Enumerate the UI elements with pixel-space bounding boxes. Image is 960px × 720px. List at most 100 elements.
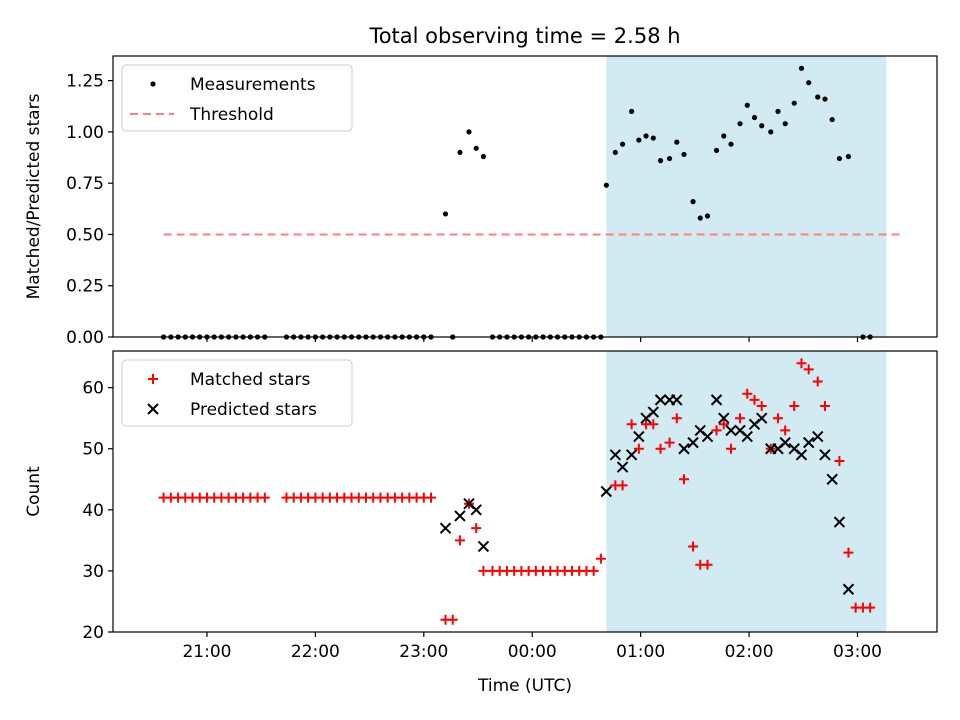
data-point: [697, 215, 703, 221]
data-point: [671, 394, 683, 406]
data-point: [819, 449, 831, 461]
data-point: [815, 94, 821, 100]
legend-label: Measurements: [190, 75, 316, 95]
top-panel: 0.00 0.25 0.50 0.75 1.00 1.25 Matched/Predicte…: [24, 55, 938, 348]
y-tick-label: 0.50: [66, 225, 104, 245]
data-point: [633, 443, 644, 454]
legend-label: Threshold: [189, 105, 274, 125]
data-point: [690, 199, 696, 205]
data-point: [775, 108, 781, 114]
data-point: [674, 139, 680, 145]
data-point: [633, 430, 645, 443]
data-point: [833, 516, 846, 528]
data-point: [454, 510, 466, 522]
data-point: [803, 364, 814, 375]
data-point: [713, 147, 720, 153]
x-axis-label: Time (UTC): [477, 676, 572, 696]
data-point: [704, 213, 711, 219]
data-point: [473, 145, 479, 151]
observing-window-span: [606, 56, 887, 337]
data-point: [772, 413, 783, 424]
data-point: [477, 540, 490, 553]
data-point: [701, 430, 714, 443]
data-point: [812, 430, 824, 443]
data-point: [812, 376, 823, 387]
data-point: [796, 358, 807, 369]
y-tick-label: 1.00: [66, 123, 104, 143]
data-point: [791, 100, 797, 106]
data-point: [744, 102, 750, 108]
data-point: [600, 485, 613, 498]
data-point: [626, 419, 637, 430]
x-tick-label: 21:00: [182, 642, 231, 662]
y-tick-label: 20: [82, 623, 104, 643]
data-point: [741, 430, 753, 443]
data-point: [737, 121, 743, 127]
legend-label: Predicted stars: [190, 400, 317, 420]
x-tick-label: 02:00: [725, 642, 774, 662]
data-point: [619, 141, 626, 147]
data-point: [782, 121, 788, 127]
data-point: [679, 474, 690, 485]
data-point: [647, 406, 660, 418]
data-point: [728, 141, 734, 147]
legend-marker: [147, 403, 159, 415]
data-point: [826, 473, 838, 485]
data-point: [643, 133, 649, 139]
data-point: [829, 116, 835, 123]
data-point: [681, 151, 687, 158]
data-point: [678, 443, 690, 455]
data-point: [751, 114, 758, 121]
data-point: [802, 436, 815, 449]
data-point: [779, 436, 791, 449]
data-point: [470, 504, 482, 516]
y-tick-label: 30: [82, 562, 104, 582]
data-point: [588, 565, 599, 576]
data-point: [843, 547, 854, 558]
chart-title: Total observing time = 2.58 h: [368, 24, 680, 48]
data-point: [836, 155, 843, 162]
axes-frame: [112, 55, 938, 338]
data-point: [259, 492, 270, 503]
data-point: [726, 443, 736, 454]
data-point: [789, 400, 800, 411]
data-point: [718, 419, 729, 430]
data-point: [671, 413, 682, 424]
y-axis-label: Matched/Predicted stars: [24, 93, 44, 299]
data-point: [806, 80, 812, 86]
legend-box: [121, 359, 353, 427]
data-point: [478, 565, 489, 576]
x-tick-label: 00:00: [508, 642, 557, 662]
data-point: [798, 65, 805, 71]
y-tick-label: 50: [82, 440, 104, 460]
data-point: [721, 133, 727, 139]
bottom-panel: 20 30 40 50 60 21:00 22:00 23:00 00:00 01:00 02:00…: [24, 350, 938, 696]
data-point: [711, 425, 722, 436]
data-point: [780, 425, 791, 436]
data-point: [595, 553, 606, 564]
x-tick-label: 23:00: [399, 642, 448, 662]
data-point: [819, 400, 830, 411]
y-tick-label: 0.75: [66, 174, 104, 194]
data-point: [845, 153, 852, 160]
data-point: [655, 443, 666, 454]
data-point: [795, 449, 808, 461]
data-point: [636, 137, 642, 143]
data-point: [710, 394, 723, 406]
y-tick-label: 40: [82, 501, 104, 521]
data-point: [426, 492, 437, 503]
legend-marker: [150, 81, 156, 87]
legend-box: [121, 64, 353, 132]
data-point: [759, 123, 765, 129]
data-point: [842, 583, 855, 595]
axes-frame: [112, 350, 938, 633]
data-point: [617, 480, 628, 491]
data-point: [457, 149, 463, 156]
data-point: [609, 449, 622, 461]
data-point: [687, 436, 699, 449]
data-point: [616, 461, 629, 473]
data-point: [756, 412, 768, 424]
y-tick-label: 0.00: [66, 328, 104, 348]
data-point: [480, 153, 487, 160]
